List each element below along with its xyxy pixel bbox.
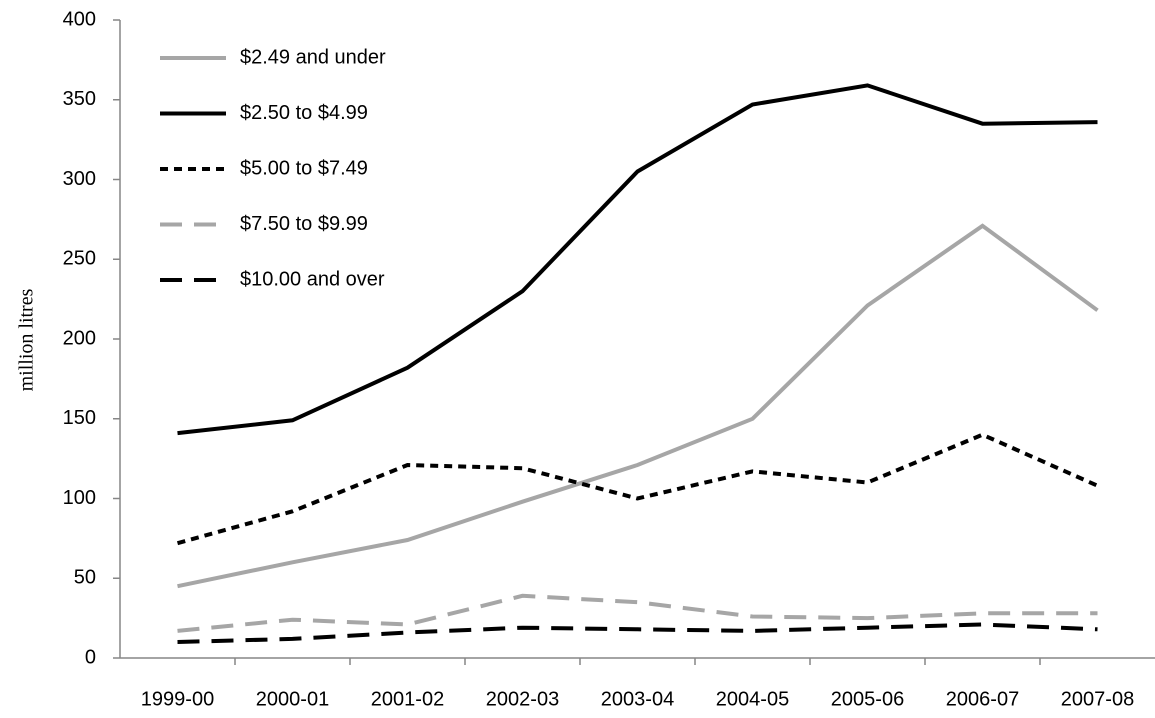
y-tick-label: 50 <box>74 567 96 589</box>
y-tick-label: 300 <box>63 168 96 190</box>
y-tick-label: 100 <box>63 487 96 509</box>
legend-label: $10.00 and over <box>240 268 385 290</box>
y-tick-label: 0 <box>85 646 96 668</box>
series-line <box>177 83 1098 436</box>
legend-label: $2.50 to $4.99 <box>240 102 368 124</box>
x-tick-label: 2005-06 <box>831 688 904 710</box>
y-tick-label: 200 <box>63 327 96 349</box>
series-line <box>177 593 1098 633</box>
series-line <box>177 622 1098 644</box>
x-tick-label: 2002-03 <box>486 688 559 710</box>
x-tick-label: 1999-00 <box>141 688 214 710</box>
x-tick-label: 2000-01 <box>256 688 329 710</box>
series-line <box>177 223 1099 589</box>
x-tick-label: 2004-05 <box>716 688 789 710</box>
x-tick-label: 2001-02 <box>371 688 444 710</box>
legend-label: $5.00 to $7.49 <box>240 157 368 179</box>
y-tick-label: 400 <box>63 8 96 30</box>
legend-label: $2.49 and under <box>240 46 386 68</box>
x-tick-label: 2007-08 <box>1061 688 1134 710</box>
series-line <box>176 432 1099 546</box>
y-tick-label: 350 <box>63 88 96 110</box>
y-axis-label: million litres <box>16 288 38 391</box>
x-tick-label: 2006-07 <box>946 688 1019 710</box>
legend-label: $7.50 to $9.99 <box>240 213 368 235</box>
y-tick-label: 150 <box>63 407 96 429</box>
y-tick-label: 250 <box>63 248 96 270</box>
x-tick-label: 2003-04 <box>601 688 674 710</box>
